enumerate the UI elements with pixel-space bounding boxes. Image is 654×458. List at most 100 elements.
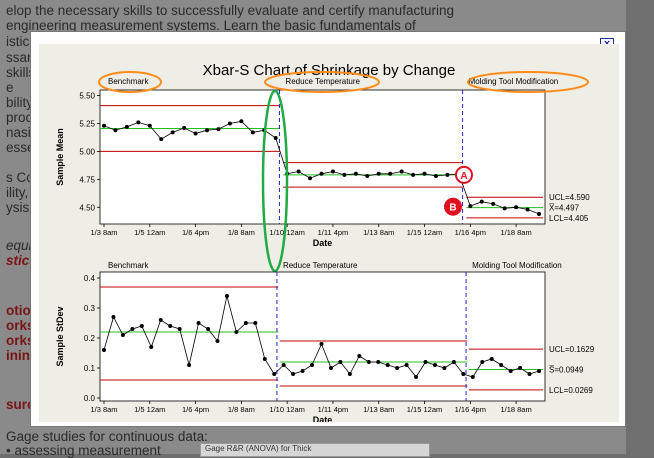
data-point: [136, 120, 141, 125]
x-tick-label: 1/16 4pm: [455, 228, 486, 237]
data-point: [357, 354, 362, 358]
x-axis-label: Date: [313, 238, 333, 248]
center-label: X̅=4.497: [549, 204, 580, 213]
data-point: [182, 125, 187, 130]
data-point: [330, 169, 335, 174]
x-tick-label: 1/11 4pm: [318, 405, 349, 414]
background-text-line: ysis f: [6, 200, 37, 215]
data-point: [525, 207, 530, 212]
y-tick-label: 4.75: [79, 175, 95, 184]
center-label: S̅=0.0949: [549, 366, 584, 375]
y-tick-label: 0.4: [84, 274, 96, 283]
y-axis-label: Sample StDev: [55, 306, 65, 366]
x-tick-label: 1/5 12am: [134, 405, 165, 414]
data-point: [111, 315, 116, 319]
data-point: [159, 137, 164, 142]
background-text-line: sure: [6, 397, 35, 412]
background-text-line: Gage studies for continuous data:: [6, 429, 208, 444]
x-tick-label: 1/5 12am: [134, 228, 165, 237]
data-point: [376, 360, 381, 364]
data-point: [310, 363, 315, 367]
x-tick-label: 1/3 8am: [90, 228, 117, 237]
data-point: [227, 121, 232, 126]
y-axis-label: Sample Mean: [55, 128, 65, 186]
data-point: [262, 357, 267, 361]
phase-label: Molding Tool Modification: [472, 261, 562, 270]
data-point: [347, 372, 352, 376]
x-tick-label: 1/13 8am: [363, 228, 394, 237]
x-tick-label: 1/15 12am: [407, 228, 442, 237]
data-point: [404, 363, 409, 367]
data-point: [388, 171, 393, 176]
data-point: [537, 211, 541, 216]
marker-a: [455, 165, 473, 184]
y-tick-label: 5.50: [79, 92, 95, 101]
data-point: [243, 321, 248, 325]
data-point: [196, 321, 201, 325]
chart-title: Xbar-S Chart of Shrinkage by Change: [203, 62, 456, 79]
marker-b-label: B: [449, 203, 456, 214]
ucl-label: UCL=4.590: [549, 193, 590, 202]
data-point: [489, 357, 494, 361]
data-point: [442, 366, 447, 370]
data-point: [445, 172, 450, 177]
lcl-label: LCL=0.0269: [549, 386, 593, 395]
data-point: [147, 123, 152, 128]
x-tick-label: 1/3 8am: [90, 405, 117, 414]
marker-b: [444, 197, 462, 216]
x-tick-label: 1/10 12am: [269, 405, 304, 414]
data-point: [461, 372, 466, 376]
annotation-oval: [98, 71, 162, 93]
background-text-line: nasis: [6, 125, 38, 140]
data-point: [193, 131, 198, 136]
data-point: [423, 360, 428, 364]
data-point: [224, 294, 229, 298]
data-point: [139, 324, 144, 328]
data-point: [385, 363, 390, 367]
x-axis-label: Date: [313, 415, 333, 422]
annotation-oval: [467, 71, 589, 93]
x-tick-label: 1/8 8am: [228, 405, 255, 414]
chart-canvas: Xbar-S Chart of Shrinkage by Change 4.50 4…: [55, 62, 595, 422]
x-tick-label: 1/11 4pm: [318, 228, 349, 237]
x-tick-label: 1/8 8am: [228, 228, 255, 237]
data-point: [205, 128, 210, 133]
data-point: [365, 173, 370, 178]
data-point: [411, 172, 416, 177]
data-point: [338, 360, 343, 364]
data-point: [281, 363, 286, 367]
y-tick-label: 0.1: [84, 364, 96, 373]
data-point: [216, 127, 221, 132]
plot-frame: [99, 89, 546, 225]
y-tick-label: 5.25: [79, 120, 95, 129]
data-point: [250, 130, 255, 135]
data-point: [366, 360, 371, 364]
data-point: [187, 363, 192, 367]
background-text-line: engineering measurement systems. Learn t…: [6, 18, 416, 33]
data-point: [291, 372, 296, 376]
data-point: [502, 206, 507, 211]
data-point: [414, 375, 419, 379]
data-point: [319, 171, 324, 176]
lcl-label: LCL=4.405: [549, 214, 589, 223]
data-point: [328, 366, 333, 370]
background-text-line: • assessing measurement: [6, 443, 161, 458]
ucl-label: UCL=0.1629: [549, 345, 595, 354]
x-tick-label: 1/13 8am: [363, 405, 394, 414]
data-point: [342, 172, 347, 177]
x-tick-label: 1/18 8am: [500, 228, 531, 237]
data-point: [376, 171, 381, 176]
data-point: [399, 169, 404, 174]
data-point: [170, 130, 175, 135]
background-text-line: ility,: [6, 185, 29, 200]
data-point: [215, 339, 220, 343]
data-point: [158, 318, 163, 322]
y-tick-label: 4.50: [79, 203, 95, 212]
data-point: [480, 360, 485, 364]
annotation-oval: [264, 71, 380, 93]
x-tick-label: 1/10 12am: [269, 228, 304, 237]
xbar-s-chart: Xbar-S Chart of Shrinkage by Change 4.50 4…: [39, 44, 619, 422]
data-point: [470, 375, 475, 379]
data-point: [124, 124, 129, 129]
data-point: [300, 369, 305, 373]
